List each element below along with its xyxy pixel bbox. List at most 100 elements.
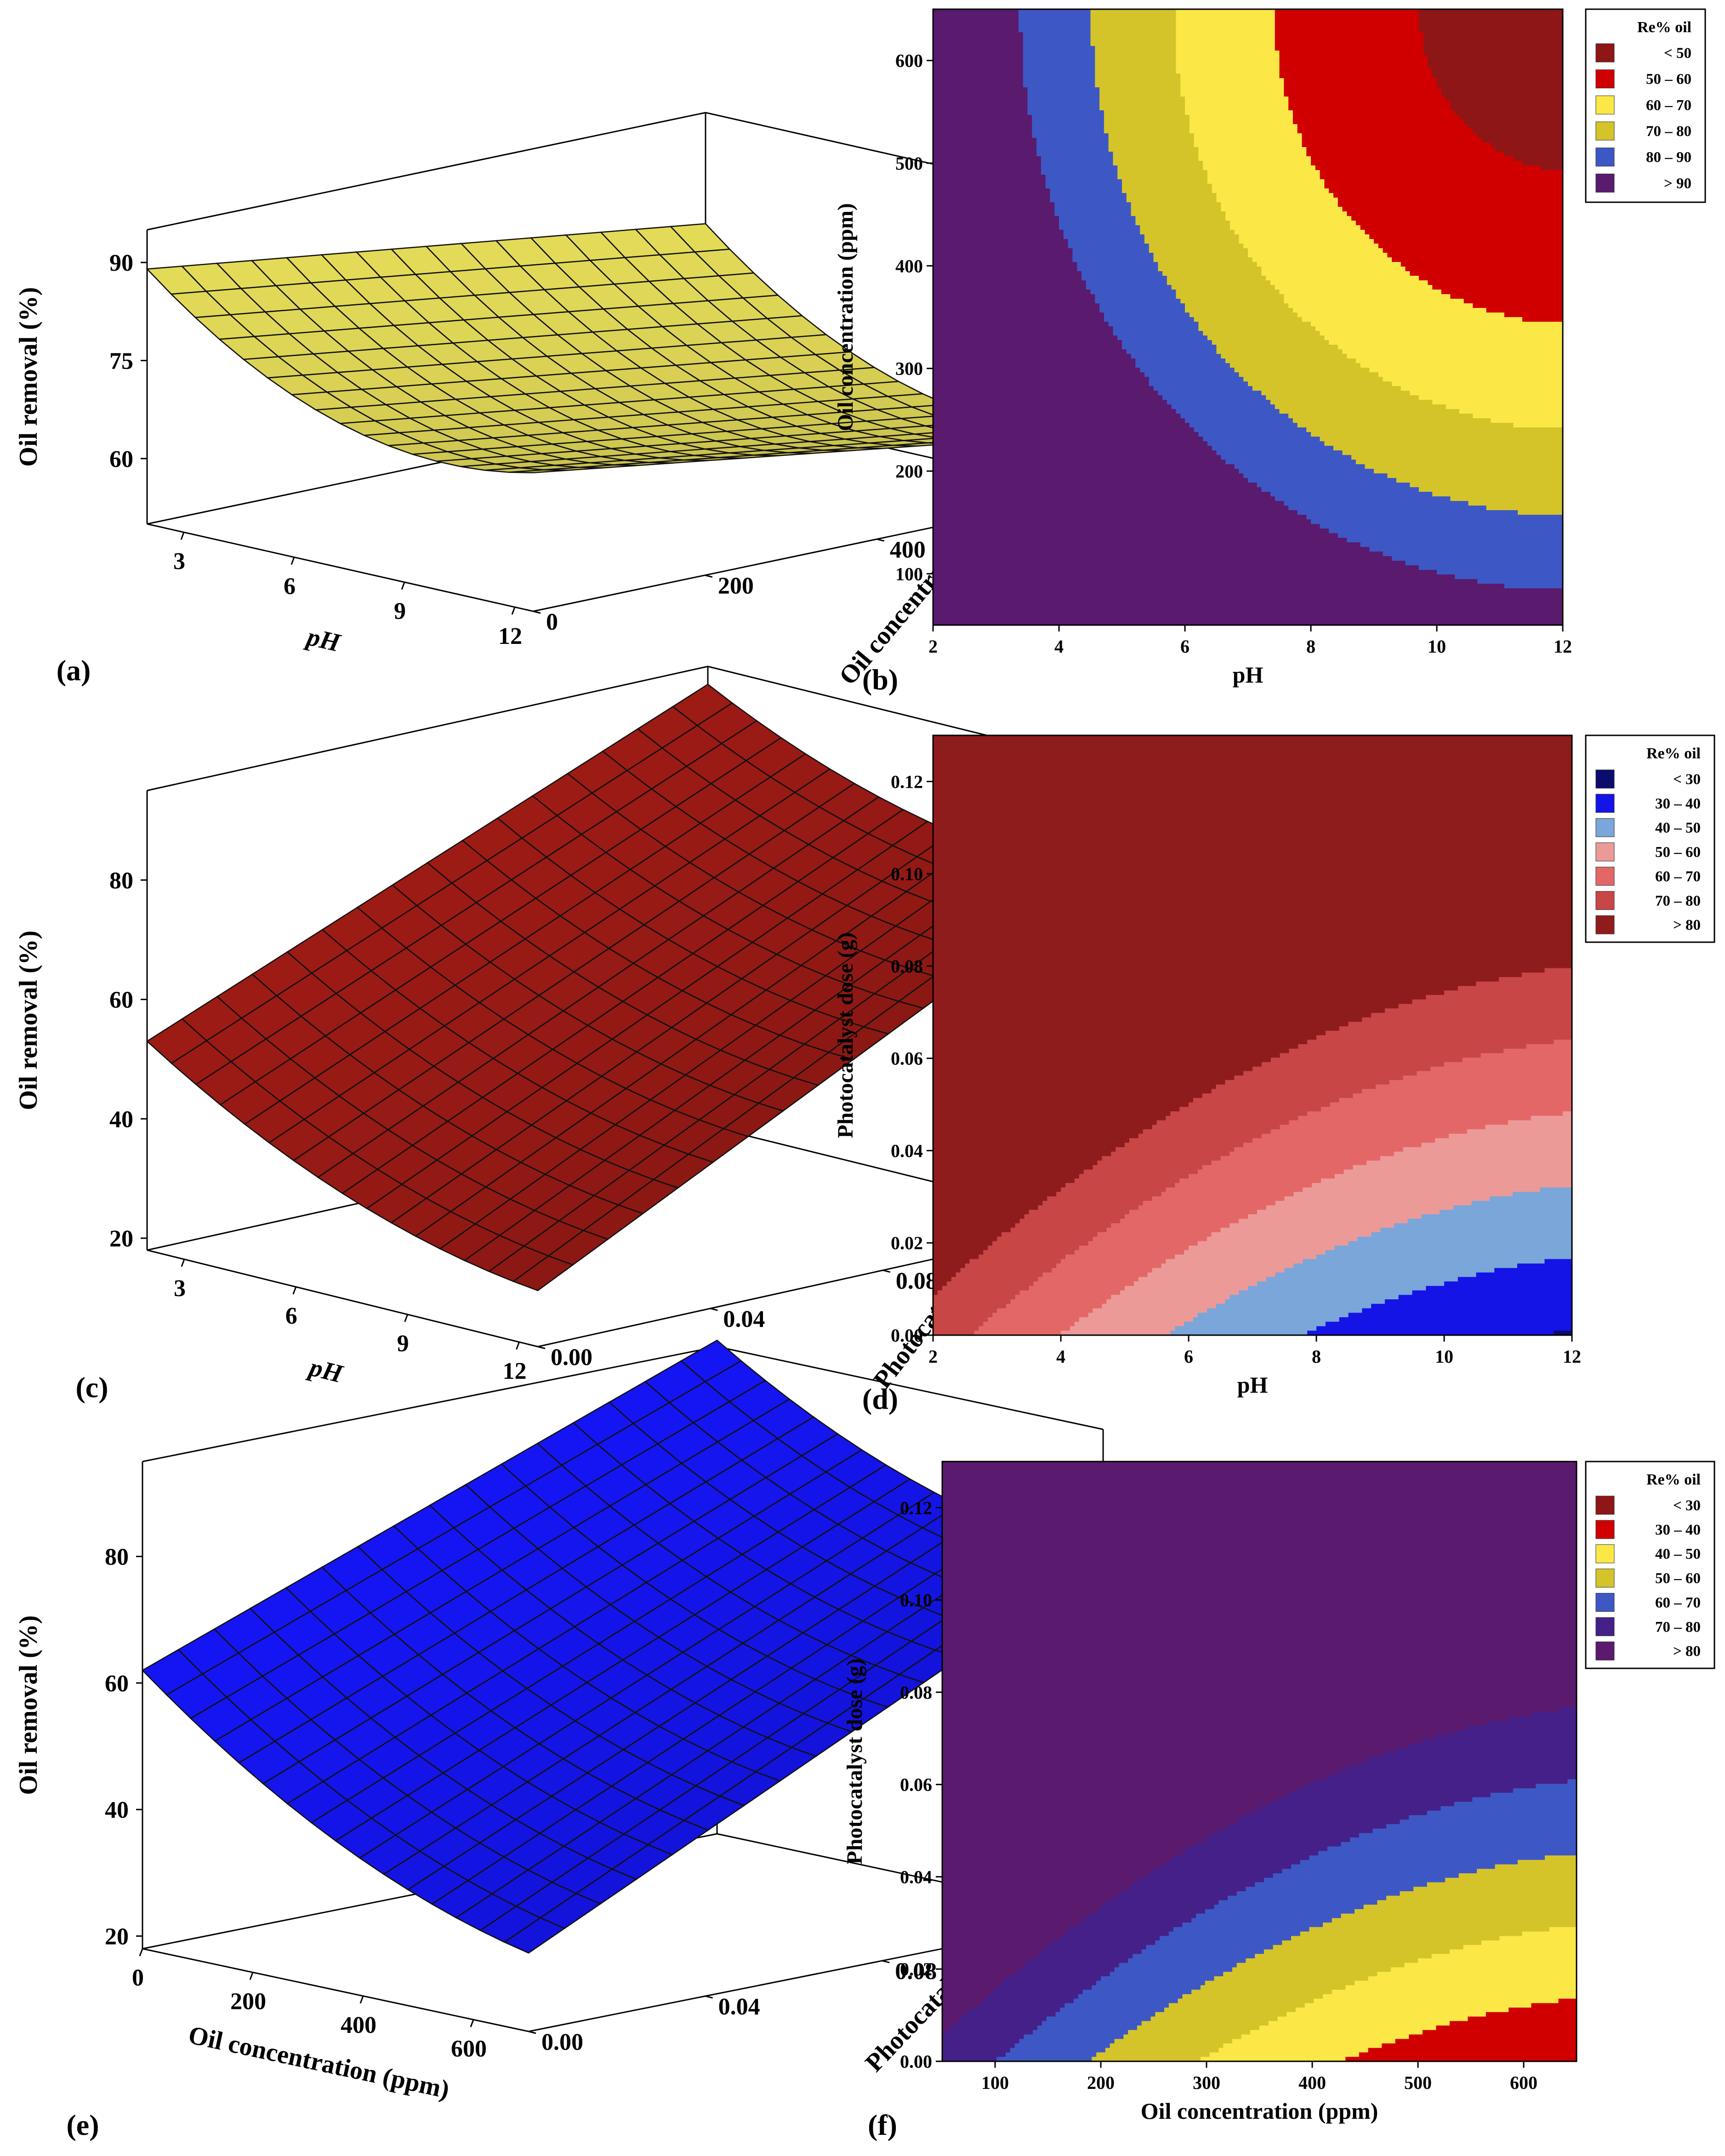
contour-cell <box>942 1614 1577 1619</box>
contour-cell <box>942 1913 1088 1919</box>
contour-cell <box>942 1739 1423 1744</box>
contour-cell <box>1467 1129 1572 1134</box>
y-axis-label: Photocatalyst dose (g) <box>843 1659 867 1865</box>
contour-cell <box>933 487 1262 492</box>
contour-cell <box>1321 1178 1572 1183</box>
legend-title: Re% oil <box>1646 745 1701 762</box>
contour-cell <box>933 1326 979 1331</box>
contour-cell <box>933 1143 1125 1148</box>
contour-cell <box>1097 1160 1212 1166</box>
contour-cell <box>992 1990 1083 1995</box>
contour-cell <box>1284 78 1437 83</box>
contour-cell <box>1413 1887 1577 1892</box>
contour-cell <box>942 1685 1577 1690</box>
contour-cell <box>933 395 1163 400</box>
contour-cell <box>1248 248 1383 253</box>
contour-cell <box>1010 1228 1107 1233</box>
contour-cell <box>942 1618 1577 1623</box>
contour-cell <box>1197 1241 1349 1246</box>
contour-cell <box>1311 156 1514 161</box>
contour-cell <box>1104 124 1190 129</box>
contour-cell <box>1167 276 1266 281</box>
contour-cell <box>1468 124 1563 129</box>
contour-cell <box>942 1587 1577 1592</box>
contour-cell <box>1216 349 1343 354</box>
contour-cell <box>1316 1035 1572 1041</box>
contour-cell <box>1345 1766 1577 1771</box>
contour-cell <box>1029 1286 1125 1291</box>
contour-cell <box>1024 2034 1124 2040</box>
contour-cell <box>1481 1940 1577 1946</box>
contour-cell <box>933 437 1203 442</box>
legend-item-label: 30 – 40 <box>1655 1522 1701 1538</box>
contour-cell <box>1432 74 1563 79</box>
contour-cell <box>942 1533 1577 1538</box>
contour-cell <box>1019 1967 1115 1973</box>
contour-cell <box>1099 303 1185 308</box>
contour-cell <box>1545 1855 1577 1860</box>
y-tick-label: 200 <box>718 573 754 599</box>
contour-cell <box>942 1998 984 2004</box>
contour-cell <box>933 762 1572 767</box>
contour-cell <box>1437 78 1563 83</box>
contour-cell <box>933 414 1181 419</box>
contour-cell <box>1176 294 1285 299</box>
legend-item-label: < 50 <box>1664 45 1691 62</box>
contour-cell <box>1455 110 1563 115</box>
contour-cell <box>1377 1900 1577 1905</box>
contour-cell <box>1236 1963 1405 1968</box>
contour-cell <box>933 106 1028 111</box>
contour-cell <box>933 492 1271 497</box>
contour-cell <box>933 124 1033 129</box>
contour-cell <box>933 1030 1326 1036</box>
box-edge <box>142 1948 529 2032</box>
contour-cell <box>1167 400 1271 405</box>
contour-cell <box>942 1846 1188 1852</box>
contour-cell <box>1345 1985 1577 1990</box>
contour-cell <box>933 262 1077 267</box>
contour-cell <box>1396 478 1563 483</box>
legend-box <box>1585 1461 1715 1669</box>
contour-cell <box>933 473 1244 478</box>
contour-cell <box>933 147 1037 152</box>
contour-cell <box>1072 253 1154 258</box>
x-axis-label: pH <box>1233 662 1264 688</box>
panel-label: (f) <box>868 2109 897 2141</box>
x-tick-label: 8 <box>1306 636 1315 657</box>
contour-cell <box>942 1967 1020 1973</box>
contour-cell <box>1341 1913 1577 1919</box>
contour-cell <box>933 883 1572 888</box>
contour-cell <box>1329 188 1563 193</box>
contour-cell <box>1518 510 1563 515</box>
contour-cell <box>997 1236 1093 1242</box>
contour-cell <box>1104 119 1190 125</box>
contour-cell <box>933 870 1572 875</box>
contour-cell <box>942 1569 1577 1574</box>
contour-cell <box>1259 1806 1441 1811</box>
contour-cell <box>933 968 1545 973</box>
contour-cell <box>1459 409 1563 414</box>
contour-cell <box>933 280 1087 285</box>
contour-cell <box>1184 1321 1326 1327</box>
contour-cell <box>1513 1788 1577 1793</box>
contour-cell <box>942 1484 1577 1489</box>
contour-cell <box>1065 2003 1169 2008</box>
x-tick-label: 10 <box>1428 636 1446 657</box>
contour-cell <box>1042 1200 1144 1206</box>
contour-cell <box>1202 1165 1354 1170</box>
contour-cell <box>1176 37 1275 42</box>
y-tick <box>533 610 541 614</box>
contour-cell <box>942 1940 1052 1946</box>
contour-cell <box>1239 1218 1408 1224</box>
contour-cell <box>933 1084 1217 1090</box>
legend-swatch <box>1595 1569 1615 1588</box>
contour-cell <box>1068 239 1145 244</box>
contour-cell <box>933 372 1145 377</box>
contour-cell <box>1205 1837 1350 1843</box>
contour-cell <box>1298 1044 1527 1049</box>
contour-cell <box>1095 83 1181 88</box>
contour-cell <box>1428 64 1563 69</box>
contour-cell <box>933 14 1019 19</box>
contour-cell <box>1212 188 1329 193</box>
contour-cell <box>1446 97 1563 102</box>
